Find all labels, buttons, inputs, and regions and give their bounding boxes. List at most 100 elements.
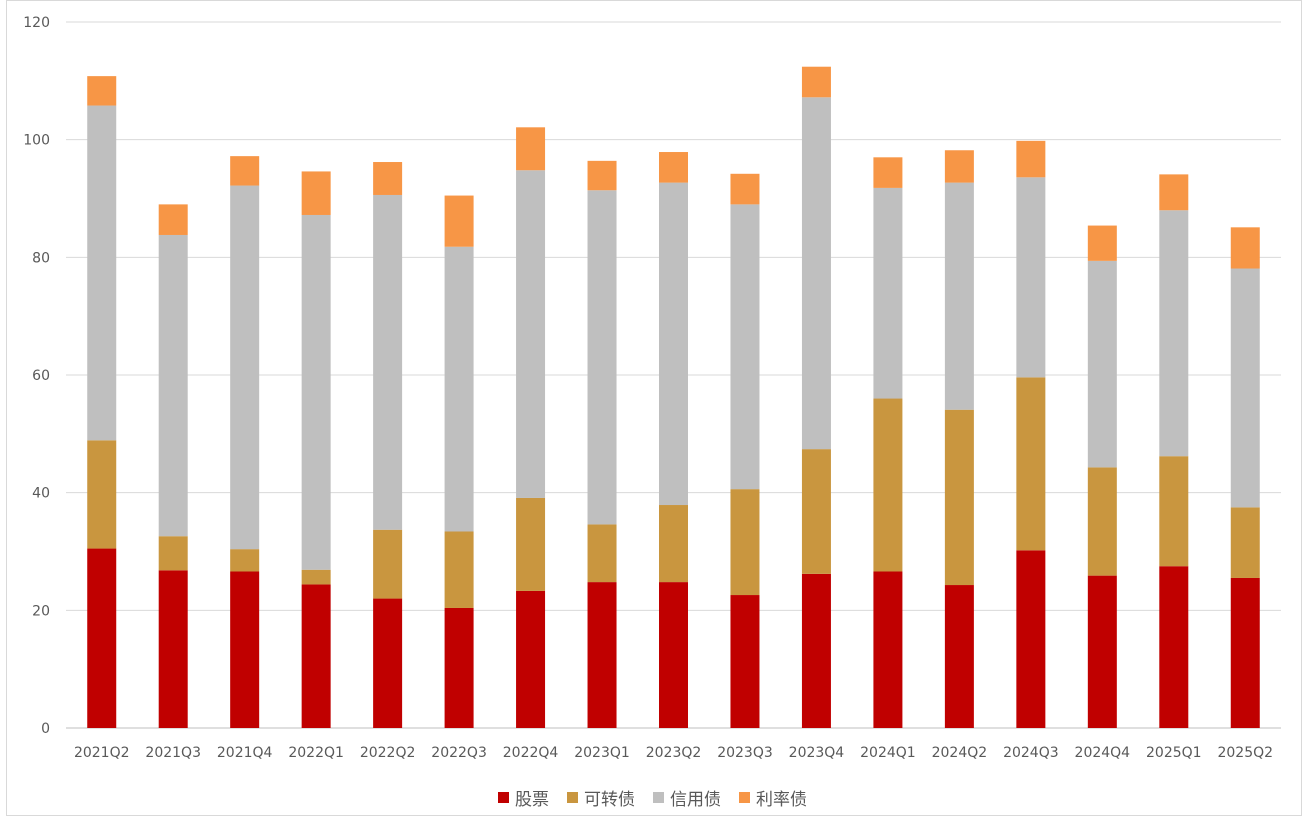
bar-segment — [301, 584, 331, 728]
legend-label-stock: 股票 — [515, 790, 549, 810]
x-tick-label: 2021Q4 — [217, 745, 273, 761]
bar-segment — [158, 570, 188, 728]
bar-segment — [87, 76, 117, 106]
legend-swatch-credit-bond — [653, 792, 664, 803]
bar-segment — [444, 607, 474, 728]
x-tick-label: 2021Q2 — [74, 745, 130, 761]
x-tick-label: 2022Q2 — [360, 745, 416, 761]
bar-segment — [801, 97, 831, 450]
bar-segment — [944, 182, 974, 410]
bar-segment — [873, 571, 903, 728]
chart-frame — [6, 0, 1302, 816]
bar-segment — [301, 569, 331, 585]
x-tick-label: 2023Q1 — [574, 745, 630, 761]
legend-item-convertible: 可转债 — [567, 785, 635, 810]
bar-segment — [516, 590, 546, 728]
bar-segment — [158, 234, 188, 537]
y-tick-label: 80 — [32, 250, 50, 266]
bar-segment — [301, 214, 331, 570]
x-tick-label: 2025Q2 — [1217, 745, 1273, 761]
y-tick-label: 40 — [32, 486, 50, 502]
bar-segment — [1230, 227, 1260, 269]
bar-segment — [730, 204, 760, 490]
bar-segment — [944, 409, 974, 586]
bar-segment — [1016, 377, 1046, 551]
x-tick-label: 2023Q2 — [646, 745, 702, 761]
bar-segment — [444, 195, 474, 247]
bar-segment — [1159, 456, 1189, 567]
bar-segment — [444, 531, 474, 608]
bar-segment — [1016, 140, 1046, 178]
bar-segment — [230, 571, 260, 728]
bar-segment — [659, 582, 688, 728]
stacked-bar-chart: 0 20 40 60 80 100 120 2021Q2 2021Q3 2021Q4 2022Q1 2… — [23, 15, 1281, 761]
legend-swatch-convertible — [567, 792, 578, 803]
x-tick-label: 2022Q4 — [503, 745, 559, 761]
bar-segment — [1087, 225, 1117, 261]
y-tick-label: 100 — [23, 133, 50, 149]
bar-segment — [1230, 577, 1260, 728]
bar-segment — [659, 182, 688, 506]
bar-segment — [1087, 575, 1117, 728]
bar-segment — [373, 529, 403, 599]
x-tick-label: 2024Q1 — [860, 745, 916, 761]
bar-segment — [1230, 507, 1260, 578]
bar-segment — [873, 187, 903, 399]
legend-label-rate-bond: 利率债 — [756, 790, 807, 810]
bar-segment — [444, 246, 474, 532]
y-tick-label: 60 — [32, 368, 50, 384]
legend-item-rate-bond: 利率债 — [739, 785, 807, 810]
bar-segment — [1159, 174, 1189, 211]
bar-segment — [516, 170, 546, 498]
legend: 股票 可转债 信用债 利率债 — [0, 785, 1305, 810]
bar-segment — [873, 157, 903, 188]
bar-segment — [730, 173, 760, 205]
bar-segment — [87, 548, 117, 728]
bar-segment — [873, 398, 903, 572]
bar-segment — [659, 505, 688, 583]
legend-label-credit-bond: 信用债 — [670, 790, 721, 810]
legend-swatch-rate-bond — [739, 792, 750, 803]
x-tick-label: 2023Q4 — [789, 745, 845, 761]
bar-segment — [659, 152, 688, 183]
x-tick-label: 2025Q1 — [1146, 745, 1202, 761]
bar-segment — [1016, 177, 1046, 378]
bar-segment — [1230, 268, 1260, 508]
bar-segment — [516, 497, 546, 591]
bar-segment — [587, 582, 617, 728]
legend-item-stock: 股票 — [498, 785, 549, 810]
bar-segment — [87, 440, 117, 549]
bar-segment — [730, 595, 760, 728]
bar-segment — [1159, 566, 1189, 728]
x-tick-label: 2024Q4 — [1075, 745, 1131, 761]
legend-swatch-stock — [498, 792, 509, 803]
bar-segment — [87, 105, 117, 441]
bar-segment — [944, 585, 974, 728]
x-tick-label: 2022Q3 — [431, 745, 487, 761]
bar-segment — [1159, 210, 1189, 457]
bar-segment — [587, 190, 617, 525]
bar-segment — [587, 160, 617, 191]
bar-segment — [301, 171, 331, 215]
bar-segment — [944, 150, 974, 183]
bar-segment — [1016, 550, 1046, 728]
bar-segment — [801, 449, 831, 574]
bar-segment — [801, 573, 831, 728]
x-tick-label: 2023Q3 — [717, 745, 773, 761]
bar-segment — [230, 185, 260, 550]
bar-segment — [1087, 467, 1117, 576]
bar-segment — [230, 549, 260, 572]
bar-segment — [373, 194, 403, 530]
x-tick-label: 2024Q2 — [932, 745, 988, 761]
bar-segment — [1087, 260, 1117, 468]
y-tick-label: 120 — [23, 15, 50, 31]
bar-segment — [587, 524, 617, 583]
bar-segment — [516, 127, 546, 171]
bar-segment — [730, 489, 760, 596]
legend-item-credit-bond: 信用债 — [653, 785, 721, 810]
bar-segment — [373, 598, 403, 728]
x-tick-label: 2022Q1 — [288, 745, 344, 761]
bar-segment — [158, 204, 188, 235]
bar-segment — [158, 536, 188, 571]
x-tick-label: 2024Q3 — [1003, 745, 1059, 761]
